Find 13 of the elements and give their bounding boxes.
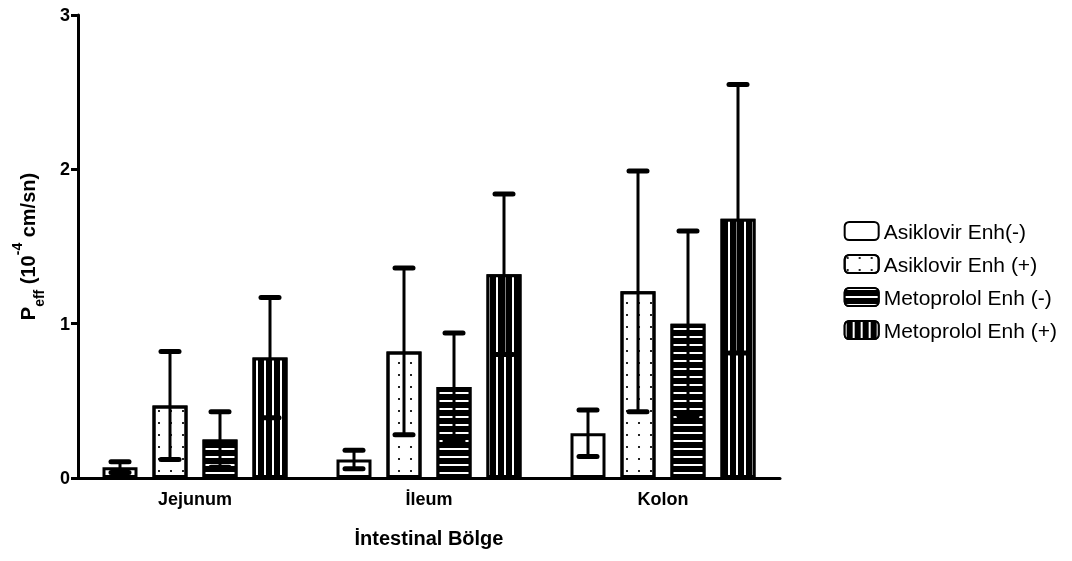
y-axis-title: Peff (10-4 cm/sn) bbox=[9, 172, 47, 321]
x-tick-label: Jejunum bbox=[157, 489, 233, 509]
y-tick-label: 0 bbox=[59, 468, 70, 488]
y-tick-label: 3 bbox=[59, 5, 70, 25]
y-tick-label: 1 bbox=[59, 313, 70, 334]
legend-label: Asiklovir Enh (+) bbox=[883, 252, 1038, 276]
x-tick-label: Kolon bbox=[637, 489, 689, 509]
x-axis-title: İntestinal Bölge bbox=[354, 527, 504, 549]
x-tick-label: İleum bbox=[405, 489, 453, 509]
y-tick-label: 2 bbox=[59, 159, 70, 180]
legend-label: Asiklovir Enh(-) bbox=[883, 219, 1027, 243]
legend-label: Metoprolol Enh (+) bbox=[883, 318, 1058, 342]
legend-label: Metoprolol Enh (-) bbox=[883, 285, 1052, 309]
